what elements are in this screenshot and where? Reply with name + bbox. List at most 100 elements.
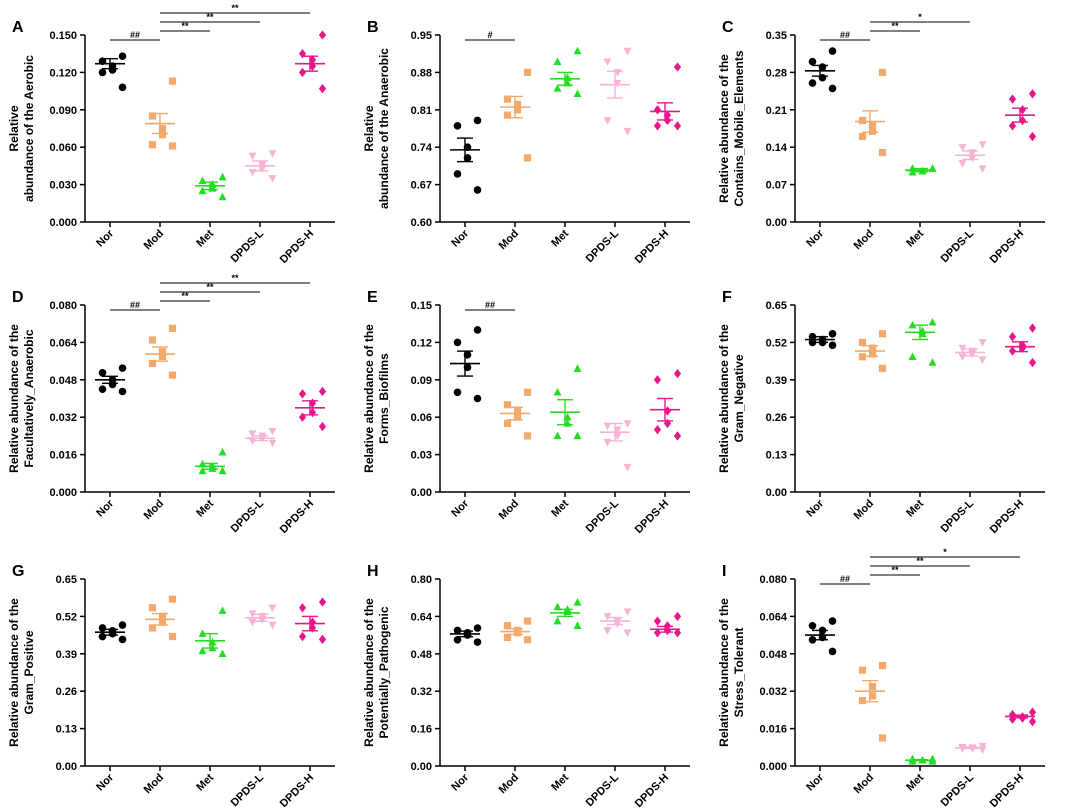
data-point bbox=[473, 394, 482, 403]
data-point bbox=[978, 141, 987, 149]
data-point bbox=[878, 148, 887, 157]
y-axis-label: Gram_Negative bbox=[732, 354, 746, 442]
data-point bbox=[248, 618, 257, 627]
data-point bbox=[268, 439, 277, 448]
data-point bbox=[573, 621, 582, 629]
data-point bbox=[298, 49, 307, 59]
x-tick-label: Met bbox=[904, 497, 926, 519]
data-point bbox=[573, 46, 582, 55]
significance-label: ** bbox=[891, 565, 899, 575]
data-point bbox=[168, 371, 177, 379]
x-tick-label: Nor bbox=[804, 497, 826, 519]
data-point bbox=[268, 150, 277, 158]
data-point bbox=[808, 621, 817, 630]
data-point bbox=[553, 57, 562, 65]
y-tick-label: 0.26 bbox=[56, 686, 77, 698]
x-tick-label: Nor bbox=[804, 227, 826, 249]
y-tick-label: 0.81 bbox=[411, 105, 432, 117]
data-point bbox=[503, 419, 512, 428]
data-point bbox=[653, 424, 662, 435]
y-tick-label: 0.39 bbox=[766, 375, 787, 387]
data-point bbox=[268, 427, 277, 436]
data-point bbox=[808, 79, 817, 87]
data-point bbox=[218, 192, 227, 201]
data-point bbox=[828, 47, 837, 55]
data-point bbox=[503, 95, 512, 103]
y-tick-label: 0.88 bbox=[411, 67, 432, 79]
data-point bbox=[218, 172, 227, 181]
significance-label: ## bbox=[130, 300, 140, 310]
x-tick-label: DPDS-H bbox=[988, 498, 1026, 536]
y-tick-label: 0.00 bbox=[766, 487, 787, 499]
x-tick-label: Mod bbox=[142, 772, 166, 796]
data-point bbox=[573, 431, 582, 440]
data-point bbox=[958, 159, 967, 168]
data-point bbox=[453, 388, 462, 397]
data-point bbox=[858, 696, 867, 705]
y-axis-label: Contains_Mobile_Elements bbox=[732, 50, 746, 206]
data-point bbox=[503, 622, 512, 630]
y-tick-label: 0.060 bbox=[49, 142, 77, 154]
significance-label: ## bbox=[485, 300, 495, 310]
y-axis-label: Relative abundance of the bbox=[362, 324, 376, 473]
data-point bbox=[868, 692, 877, 700]
data-point bbox=[453, 170, 462, 178]
y-axis-label: Relative abundance of the bbox=[717, 598, 731, 747]
y-tick-label: 0.048 bbox=[49, 375, 77, 387]
x-tick-label: DPDS-L bbox=[584, 497, 622, 535]
data-point bbox=[308, 55, 317, 65]
data-point bbox=[603, 117, 612, 125]
y-tick-label: 0.95 bbox=[411, 30, 432, 42]
data-point bbox=[958, 353, 967, 362]
panel: H Relative abundance of the Potentially_Pa… bbox=[362, 563, 690, 810]
data-point bbox=[298, 412, 307, 422]
significance-label: ** bbox=[206, 282, 214, 292]
y-tick-label: 0.60 bbox=[411, 217, 432, 229]
y-tick-label: 0.03 bbox=[411, 450, 432, 462]
y-axis-label: Relative bbox=[362, 105, 376, 151]
data-point bbox=[623, 127, 632, 136]
y-tick-label: 0.120 bbox=[49, 67, 77, 79]
data-point bbox=[473, 326, 482, 334]
data-point bbox=[318, 386, 327, 397]
data-point bbox=[858, 132, 867, 141]
data-point bbox=[118, 52, 127, 60]
data-point bbox=[653, 105, 662, 115]
data-point bbox=[653, 375, 662, 385]
y-tick-label: 0.14 bbox=[766, 142, 788, 154]
y-tick-label: 0.52 bbox=[766, 337, 787, 349]
data-point bbox=[1028, 89, 1037, 99]
x-tick-label: Mod bbox=[142, 498, 166, 522]
data-point bbox=[858, 116, 867, 125]
data-point bbox=[118, 635, 127, 644]
data-point bbox=[318, 421, 327, 432]
data-point bbox=[673, 121, 682, 131]
panel: B Relative abundance of the Anaerobic 0.60 0… bbox=[362, 19, 690, 266]
y-tick-label: 0.26 bbox=[766, 412, 787, 424]
data-point bbox=[878, 364, 887, 372]
data-point bbox=[298, 389, 307, 399]
data-point bbox=[198, 646, 207, 655]
y-axis-label: Relative bbox=[7, 105, 21, 151]
data-point bbox=[573, 598, 582, 606]
significance-label: # bbox=[487, 30, 492, 40]
significance-label: ## bbox=[130, 30, 140, 40]
significance-label: ** bbox=[231, 273, 239, 283]
data-point bbox=[1028, 131, 1037, 142]
x-tick-label: Nor bbox=[94, 497, 116, 519]
data-point bbox=[218, 649, 227, 658]
data-point bbox=[868, 682, 877, 691]
y-tick-label: 0.80 bbox=[411, 574, 432, 586]
x-tick-label: Met bbox=[549, 771, 571, 793]
data-point bbox=[978, 165, 987, 173]
data-point bbox=[318, 30, 327, 40]
data-point bbox=[98, 632, 107, 641]
significance-label: ** bbox=[891, 21, 899, 31]
y-tick-label: 0.52 bbox=[56, 611, 77, 623]
data-point bbox=[318, 634, 327, 645]
y-tick-label: 0.048 bbox=[759, 649, 787, 661]
data-point bbox=[473, 638, 482, 646]
y-tick-label: 0.000 bbox=[49, 487, 77, 499]
y-tick-label: 0.48 bbox=[411, 649, 432, 661]
data-point bbox=[828, 647, 837, 656]
